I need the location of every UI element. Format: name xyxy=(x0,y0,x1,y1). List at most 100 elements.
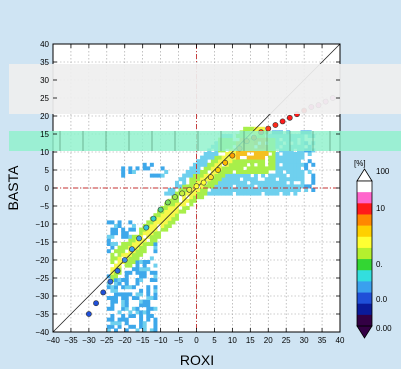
density-cell xyxy=(113,281,118,286)
density-cell xyxy=(279,173,283,178)
density-cell xyxy=(250,188,255,192)
density-cell xyxy=(110,260,115,264)
y-tick-label: −25 xyxy=(35,274,49,283)
density-cell xyxy=(160,227,165,232)
density-cell xyxy=(228,191,233,196)
density-cell xyxy=(135,270,140,275)
density-cell xyxy=(203,152,208,156)
density-cell xyxy=(135,278,140,282)
density-cell xyxy=(293,170,298,174)
density-cell xyxy=(246,159,251,164)
density-cell xyxy=(135,292,140,297)
density-cell xyxy=(189,177,194,182)
density-cell xyxy=(121,299,126,304)
density-cell xyxy=(296,166,301,171)
y-tick-label: −20 xyxy=(35,256,49,265)
density-cell xyxy=(110,267,115,272)
density-cell xyxy=(174,213,179,218)
density-cell xyxy=(131,314,136,318)
density-cell xyxy=(300,152,305,156)
density-cell xyxy=(189,198,194,203)
density-cell xyxy=(275,152,280,156)
density-cell xyxy=(182,184,187,189)
density-cell xyxy=(253,159,258,164)
density-cell xyxy=(131,306,136,311)
density-cell xyxy=(311,177,316,182)
density-cell xyxy=(189,184,194,189)
density-cell xyxy=(257,159,262,164)
density-cell xyxy=(139,278,144,282)
density-cell xyxy=(279,188,283,192)
mean-marker xyxy=(272,122,279,128)
density-cell xyxy=(264,177,269,182)
density-cell xyxy=(293,188,298,192)
density-cell xyxy=(139,321,144,326)
density-cell xyxy=(182,209,187,214)
density-cell xyxy=(142,162,147,167)
density-cell xyxy=(286,162,291,167)
density-cell xyxy=(296,155,301,160)
density-cell xyxy=(157,173,162,178)
density-cell xyxy=(264,180,269,185)
density-cell xyxy=(121,314,126,318)
density-cell xyxy=(289,162,294,167)
density-cell xyxy=(210,159,215,164)
density-cell xyxy=(113,224,118,228)
density-cell xyxy=(293,173,298,178)
density-cell xyxy=(279,159,283,164)
density-cell xyxy=(261,155,266,160)
density-cell xyxy=(110,234,115,239)
density-cell xyxy=(246,188,251,192)
density-cell xyxy=(131,296,136,300)
density-cell xyxy=(214,162,219,167)
density-cell xyxy=(214,155,219,160)
density-cell xyxy=(250,191,255,196)
density-cell xyxy=(296,159,301,164)
density-cell xyxy=(128,238,133,243)
density-cell xyxy=(174,202,179,207)
density-cell xyxy=(153,238,158,243)
density-cell xyxy=(257,184,262,189)
density-cell xyxy=(160,173,165,178)
density-cell xyxy=(239,184,244,189)
density-cell xyxy=(279,184,283,189)
density-cell xyxy=(286,191,291,196)
density-cell xyxy=(271,180,276,185)
density-cell xyxy=(153,296,158,300)
density-cell xyxy=(142,310,147,315)
density-cell xyxy=(149,296,154,300)
density-cell xyxy=(286,170,291,174)
colorbar-label: 0. xyxy=(376,260,383,269)
density-cell xyxy=(117,278,122,282)
density-cell xyxy=(124,299,129,304)
density-cell xyxy=(189,195,194,200)
density-cell xyxy=(113,296,118,300)
density-cell xyxy=(110,317,115,322)
density-cell xyxy=(311,180,316,185)
density-cell xyxy=(200,173,205,178)
density-cell xyxy=(250,177,255,182)
density-cell xyxy=(196,170,201,174)
density-cell xyxy=(196,191,201,196)
density-cell xyxy=(228,173,233,178)
density-cell xyxy=(235,166,240,171)
density-cell xyxy=(293,184,298,189)
density-cell xyxy=(296,162,301,167)
density-cell xyxy=(189,202,194,207)
density-cell xyxy=(128,285,133,290)
density-cell xyxy=(293,155,298,160)
density-cell xyxy=(275,191,280,196)
density-cell xyxy=(228,180,233,185)
density-cell xyxy=(131,324,136,329)
density-cell xyxy=(153,213,158,218)
colorbar-top-arrow xyxy=(356,168,373,182)
density-cell xyxy=(153,249,158,254)
density-cell xyxy=(246,166,251,171)
density-cell xyxy=(228,162,233,167)
colorbar-bottom-arrow xyxy=(356,325,373,339)
y-tick-label: −5 xyxy=(40,202,50,211)
density-cell xyxy=(207,191,212,196)
density-cell xyxy=(243,162,248,167)
mean-marker xyxy=(222,159,229,166)
density-cell xyxy=(160,216,165,221)
